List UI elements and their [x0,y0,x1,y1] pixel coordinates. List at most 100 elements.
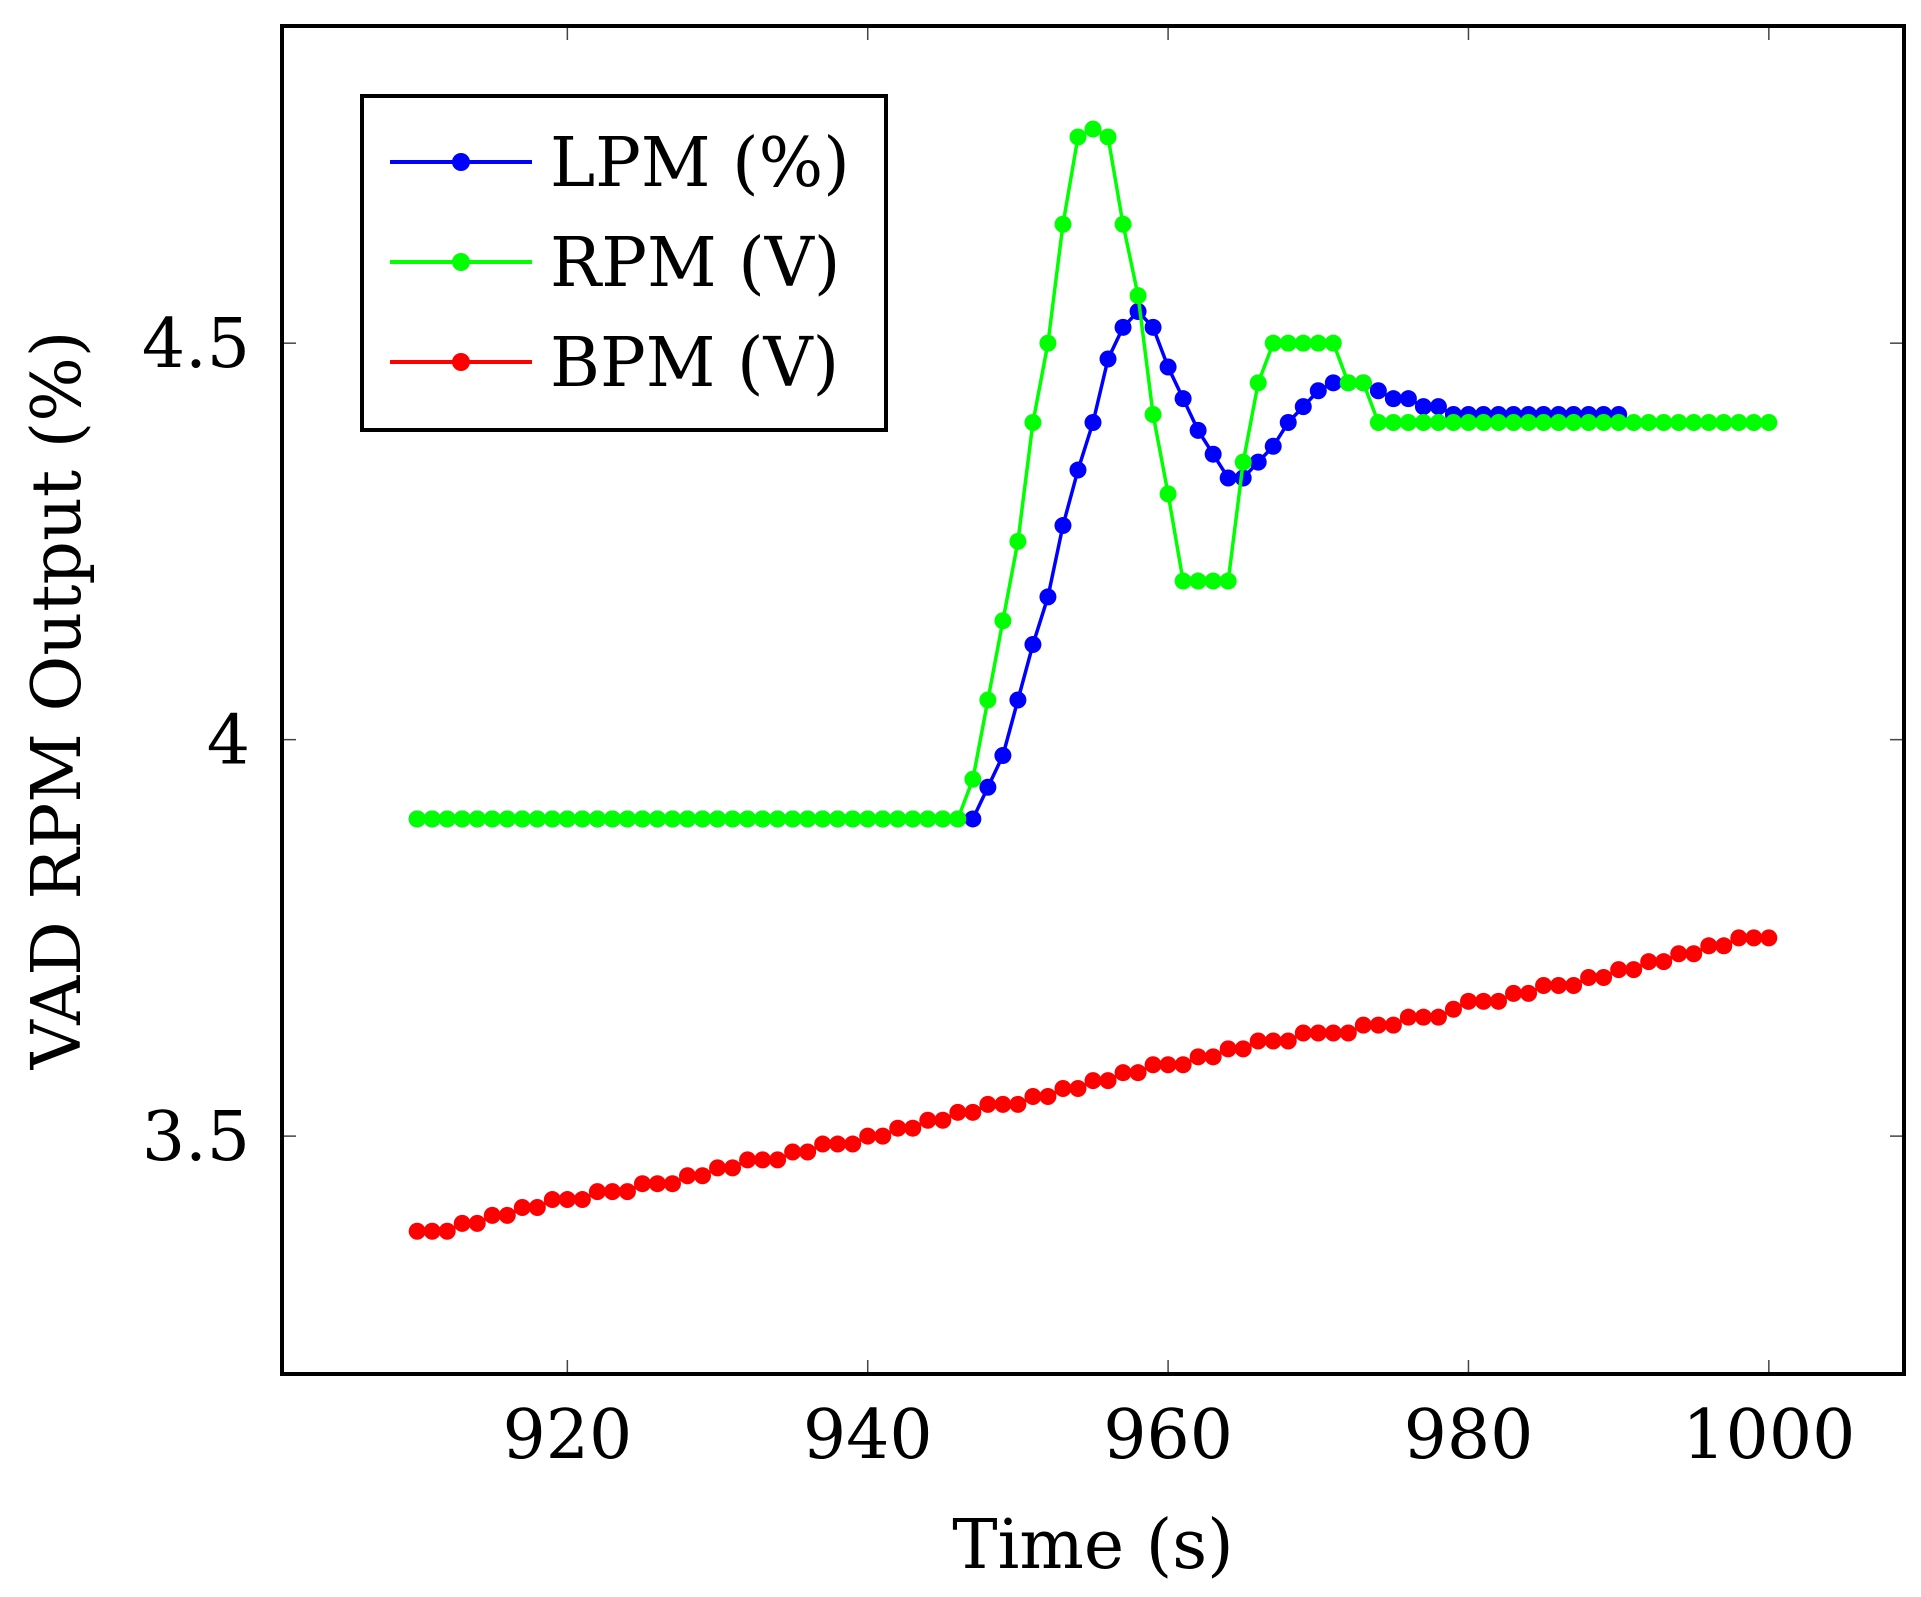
data-point-rpm [528,810,546,828]
data-point-bpm [1339,1024,1357,1042]
data-point-bpm [1084,1072,1102,1090]
data-point-bpm [1144,1056,1162,1074]
data-point-rpm [588,810,606,828]
data-point-bpm [934,1111,952,1129]
data-point-bpm [769,1151,787,1169]
data-point-rpm [423,810,441,828]
data-point-lpm [1249,453,1267,471]
data-point-bpm [1204,1048,1222,1066]
data-point-lpm [1174,390,1192,408]
data-point-rpm [468,810,486,828]
data-point-rpm [1264,334,1282,352]
tick-layer: 920 940 960 980 1000 3.5 4 4.5 [142,26,1904,1475]
data-point-bpm [859,1127,877,1145]
data-point-bpm [1249,1032,1267,1050]
data-point-rpm [1535,413,1553,431]
data-point-rpm [769,810,787,828]
data-point-rpm [844,810,862,828]
data-point-rpm [1414,413,1432,431]
data-point-rpm [934,810,952,828]
data-point-rpm [724,810,742,828]
data-point-rpm [1399,413,1417,431]
data-point-rpm [1339,374,1357,392]
data-point-bpm [1685,945,1703,963]
data-point-rpm [1369,413,1387,431]
data-point-rpm [1204,572,1222,590]
data-point-rpm [1655,413,1673,431]
data-point-lpm [1039,588,1057,606]
data-point-rpm [1039,334,1057,352]
data-point-rpm [1505,413,1523,431]
data-point-rpm [1715,413,1733,431]
data-point-lpm [1159,358,1177,376]
data-point-lpm [1189,421,1207,439]
data-point-bpm [1399,1008,1417,1026]
data-point-rpm [648,810,666,828]
data-point-bpm [1580,969,1598,987]
data-point-rpm [1520,413,1538,431]
data-point-rpm [814,810,832,828]
data-point-rpm [709,810,727,828]
x-tick-label: 980 [1404,1396,1534,1475]
data-point-lpm [1399,390,1417,408]
data-point-rpm [1490,413,1507,431]
data-point-lpm [964,810,982,828]
data-point-lpm [1009,691,1027,709]
y-tick-label: 4.5 [142,305,250,384]
data-point-bpm [438,1222,456,1240]
data-point-bpm [1159,1056,1177,1074]
data-point-bpm [423,1222,441,1240]
data-point-bpm [904,1119,922,1137]
data-point-lpm [1309,382,1327,400]
data-point-bpm [573,1191,591,1209]
data-point-rpm [618,810,636,828]
data-point-rpm [1384,413,1402,431]
data-point-rpm [1354,374,1372,392]
data-point-rpm [1249,374,1267,392]
data-point-lpm [1054,517,1072,535]
data-point-lpm [1204,445,1222,463]
data-point-bpm [1069,1080,1087,1098]
data-point-bpm [1039,1087,1057,1105]
data-point-rpm [1685,413,1703,431]
data-point-bpm [739,1151,757,1169]
data-point-rpm [1189,572,1207,590]
data-point-rpm [1309,334,1327,352]
data-point-bpm [1384,1016,1402,1034]
data-point-bpm [1459,992,1477,1010]
series-layer [408,120,1778,1240]
series-points-bpm [408,929,1778,1240]
data-point-bpm [994,1095,1012,1113]
data-point-rpm [633,810,651,828]
data-point-rpm [799,810,817,828]
data-point-rpm [904,810,922,828]
data-point-rpm [1069,128,1087,146]
data-point-bpm [1655,953,1673,971]
legend-label-rpm: RPM (V) [550,224,840,303]
data-point-lpm [1024,635,1042,653]
data-point-bpm [784,1143,802,1161]
x-axis-title: Time (s) [952,1506,1233,1585]
data-point-rpm [1144,406,1162,424]
data-point-bpm [1565,976,1583,994]
data-point-rpm [1700,413,1718,431]
data-point-lpm [979,778,997,796]
data-point-bpm [1700,937,1718,955]
data-point-rpm [1099,128,1117,146]
data-point-rpm [1730,413,1748,431]
data-point-rpm [829,810,847,828]
data-point-lpm [1324,374,1342,392]
data-point-rpm [1625,413,1643,431]
data-point-bpm [1219,1040,1237,1058]
legend-marker-bpm [452,353,470,371]
data-point-lpm [1084,413,1102,431]
data-point-bpm [663,1175,681,1193]
data-point-lpm [1099,350,1117,368]
data-point-bpm [1309,1024,1327,1042]
data-point-bpm [1369,1016,1387,1034]
data-point-rpm [513,810,531,828]
data-point-bpm [1595,969,1613,987]
data-point-bpm [874,1127,892,1145]
data-point-bpm [1024,1087,1042,1105]
